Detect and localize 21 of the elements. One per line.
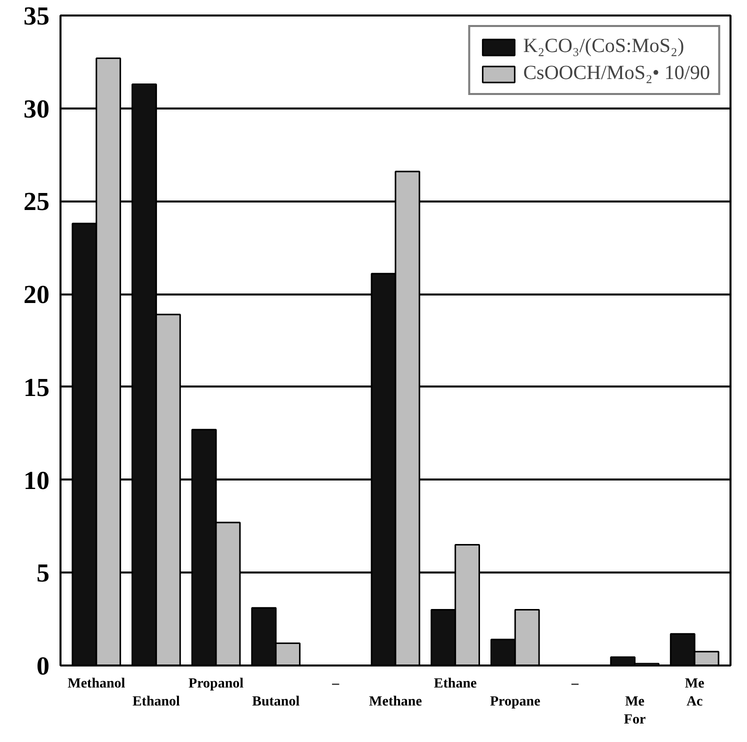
legend-label: K₂CO₃/(CoS:MoS₂) (523, 35, 684, 58)
y-tick-label: 20 (24, 280, 50, 310)
y-tick-label: 10 (24, 466, 50, 495)
x-tick-label: Me For (624, 694, 646, 728)
x-tick-label: Methane (369, 694, 422, 710)
x-tick-label: – (570, 676, 580, 692)
y-tick-label: 5 (36, 558, 50, 588)
y-tick-label: 25 (24, 187, 50, 216)
x-tick-label: Ethanol (132, 694, 180, 710)
y-tick-label: 30 (24, 94, 50, 124)
y-tick-label: 0 (36, 652, 50, 680)
x-tick-label: Propane (490, 694, 540, 710)
y-tick-label: 15 (24, 372, 50, 402)
x-tick-label: Butanol (252, 694, 300, 710)
x-tick-label: Me Ac (684, 676, 704, 710)
x-tick-label: – (331, 676, 340, 692)
legend-label: CsOOCH/MoS₂• 10/90 (523, 62, 710, 85)
x-tick-label: Ethane (434, 676, 477, 692)
x-tick-label: Methanol (68, 676, 126, 692)
y-tick-label: 35 (24, 2, 50, 30)
x-tick-label: Propanol (188, 676, 244, 692)
